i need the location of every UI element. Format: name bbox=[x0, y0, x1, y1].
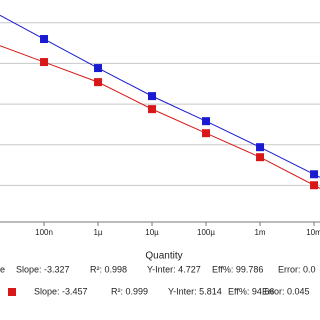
legend-stat: Y-Inter: 5.814 bbox=[168, 286, 222, 296]
x-tick-label: 10m bbox=[306, 228, 320, 237]
fit-extension bbox=[0, 45, 45, 63]
x-tick-label: 1m bbox=[254, 228, 265, 237]
legend-swatch bbox=[8, 288, 16, 296]
point bbox=[310, 170, 319, 179]
legend-stat: Slope: -3.457 bbox=[34, 286, 88, 296]
point bbox=[202, 117, 211, 126]
legend-stat: Eff%: 94.66 bbox=[228, 286, 274, 296]
fit-line bbox=[43, 38, 315, 175]
x-axis-label: Quantity bbox=[145, 251, 182, 262]
x-tick-label: 10µ bbox=[145, 228, 159, 237]
point bbox=[310, 181, 319, 190]
legend-stat: R²: 0.999 bbox=[111, 286, 148, 296]
point bbox=[256, 143, 265, 152]
legend-stat: Eff%: 99.786 bbox=[212, 264, 263, 274]
legend-stat: Error: 0.0 bbox=[278, 264, 316, 274]
point bbox=[202, 129, 211, 138]
x-tick-label: 100n bbox=[35, 228, 53, 237]
point bbox=[256, 153, 265, 162]
point bbox=[40, 35, 49, 44]
fit-extension bbox=[0, 14, 45, 40]
point bbox=[40, 58, 49, 67]
point bbox=[94, 78, 103, 87]
point bbox=[94, 64, 103, 73]
x-tick-label: 1µ bbox=[93, 228, 102, 237]
legend-stat: Slope: -3.327 bbox=[16, 264, 70, 274]
legend-stat: Error: 0.045 bbox=[262, 286, 310, 296]
point bbox=[148, 92, 157, 101]
legend-stat: R²: 0.998 bbox=[90, 264, 127, 274]
point bbox=[148, 105, 157, 114]
legend-name: e bbox=[0, 264, 5, 274]
x-tick-label: 100µ bbox=[197, 228, 215, 237]
legend-stat: Y-Inter: 4.727 bbox=[147, 264, 201, 274]
fit-line bbox=[43, 61, 315, 186]
